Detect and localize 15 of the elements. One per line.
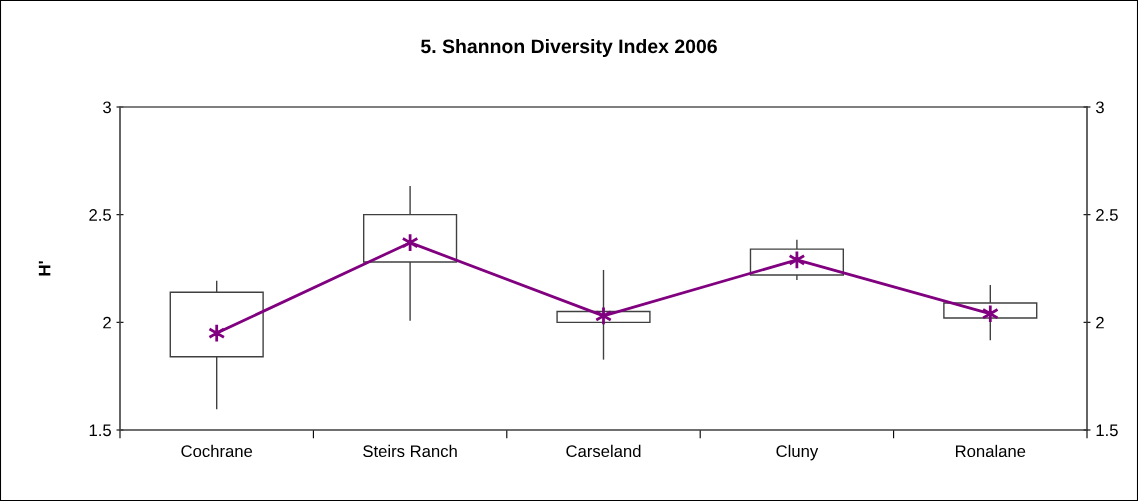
chart-title: 5. Shannon Diversity Index 2006 bbox=[421, 38, 717, 58]
y-tick-label: 3 bbox=[103, 101, 111, 114]
y-axis-title: H' bbox=[38, 261, 51, 276]
y2-tick-label: 2 bbox=[1096, 316, 1104, 329]
y2-tick-label: 1.5 bbox=[1096, 424, 1118, 437]
y-tick-label: 2 bbox=[103, 316, 111, 329]
x-tick-label: Carseland bbox=[566, 444, 641, 458]
y2-tick-label: 3 bbox=[1095, 101, 1104, 114]
y2-tick-label: 2.5 bbox=[1096, 209, 1118, 221]
y-tick-label: 1.5 bbox=[89, 424, 111, 437]
x-tick-label: Cochrane bbox=[181, 444, 253, 458]
y-tick-label: 2.5 bbox=[89, 209, 111, 221]
x-tick-label: Steirs Ranch bbox=[363, 444, 457, 458]
x-tick-label: Cluny bbox=[776, 444, 819, 461]
x-tick-label: Ronalane bbox=[955, 444, 1026, 458]
